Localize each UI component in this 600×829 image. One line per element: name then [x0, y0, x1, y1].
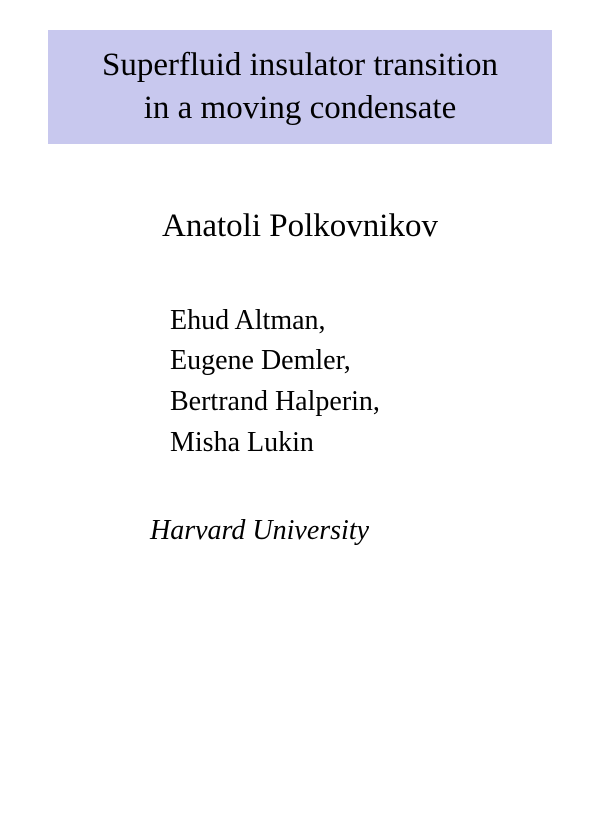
author-item: Bertrand Halperin, [170, 382, 600, 423]
title-box: Superfluid insulator transition in a mov… [48, 30, 552, 144]
author-item: Misha Lukin [170, 423, 600, 464]
author-item: Ehud Altman, [170, 301, 600, 342]
author-item: Eugene Demler, [170, 341, 600, 382]
authors-list: Ehud Altman, Eugene Demler, Bertrand Hal… [170, 301, 600, 463]
title-line-1: Superfluid insulator transition [58, 44, 542, 87]
affiliation: Harvard University [150, 515, 600, 547]
title-line-2: in a moving condensate [58, 87, 542, 130]
presenter-name: Anatoli Polkovnikov [0, 208, 600, 245]
